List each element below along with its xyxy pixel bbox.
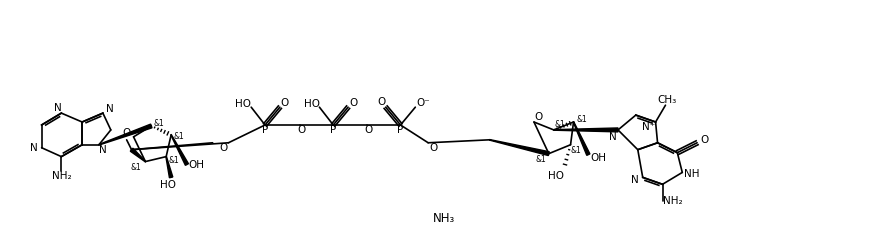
Text: N⁺: N⁺: [642, 122, 655, 132]
Text: O: O: [365, 125, 373, 135]
Text: HO: HO: [235, 99, 251, 109]
Text: NH: NH: [685, 169, 700, 179]
Text: &1: &1: [576, 115, 587, 123]
Text: HO: HO: [304, 99, 320, 109]
Text: O: O: [297, 125, 305, 135]
Polygon shape: [170, 135, 188, 165]
Text: O: O: [123, 128, 131, 138]
Polygon shape: [131, 148, 146, 162]
Text: &1: &1: [554, 121, 565, 129]
Text: O: O: [349, 98, 357, 108]
Text: N: N: [631, 175, 638, 185]
Text: &1: &1: [174, 132, 185, 141]
Text: P: P: [262, 125, 268, 135]
Text: NH₂: NH₂: [662, 196, 682, 206]
Text: O: O: [429, 143, 437, 153]
Text: &1: &1: [154, 119, 164, 127]
Text: O: O: [377, 97, 386, 107]
Text: O: O: [535, 112, 543, 122]
Text: N: N: [106, 104, 114, 114]
Text: O: O: [281, 98, 289, 108]
Text: N: N: [30, 143, 37, 153]
Text: P: P: [330, 125, 337, 135]
Text: P: P: [397, 125, 404, 135]
Polygon shape: [489, 139, 550, 155]
Text: NH₂: NH₂: [52, 171, 71, 181]
Text: NH₃: NH₃: [432, 212, 456, 225]
Text: O: O: [219, 143, 227, 153]
Polygon shape: [554, 128, 618, 132]
Text: O: O: [700, 135, 708, 145]
Polygon shape: [574, 122, 590, 155]
Text: O⁻: O⁻: [416, 98, 430, 108]
Text: &1: &1: [535, 155, 546, 164]
Text: &1: &1: [169, 156, 179, 165]
Polygon shape: [166, 156, 173, 178]
Text: HO: HO: [160, 180, 176, 190]
Text: N: N: [99, 145, 107, 155]
Text: OH: OH: [189, 159, 205, 169]
Text: CH₃: CH₃: [658, 95, 677, 105]
Text: HO: HO: [548, 171, 564, 181]
Polygon shape: [99, 124, 152, 145]
Text: &1: &1: [131, 163, 141, 172]
Text: &1: &1: [570, 146, 581, 155]
Text: N: N: [53, 103, 61, 113]
Text: N: N: [609, 132, 617, 142]
Text: OH: OH: [591, 153, 607, 163]
